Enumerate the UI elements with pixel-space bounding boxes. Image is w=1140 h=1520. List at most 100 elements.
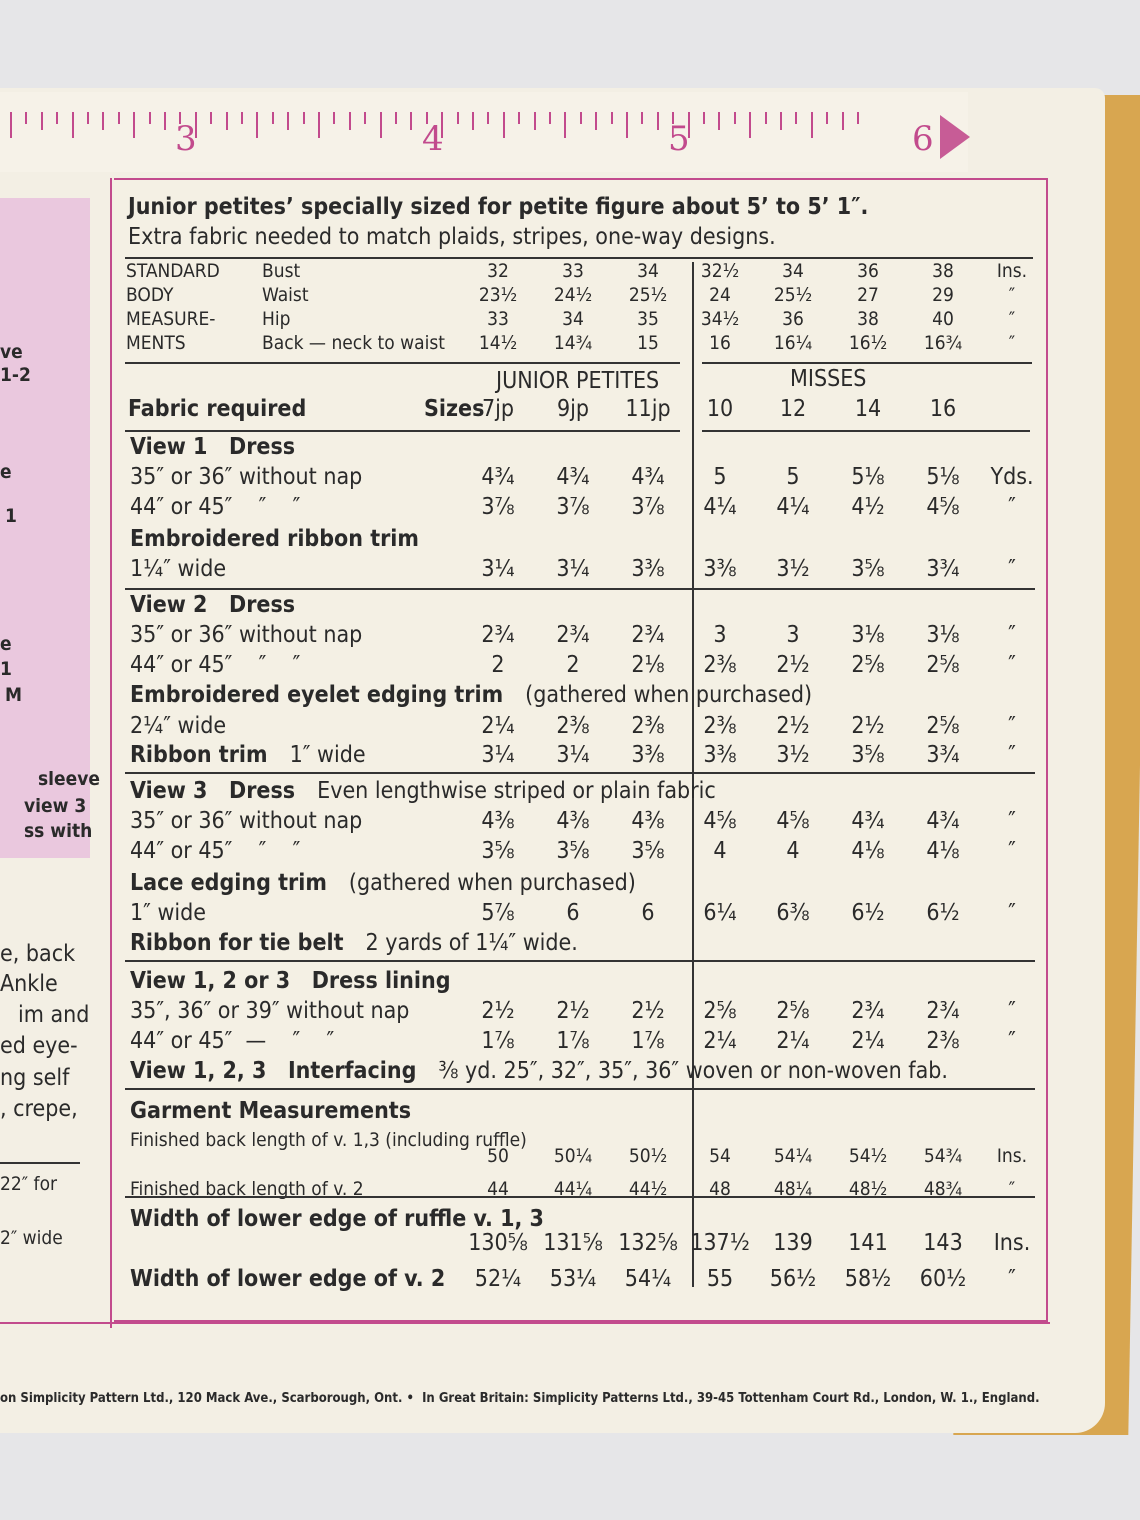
row-note: ⅜ yd. 25″, 32″, 35″, 36″ woven or non-wo…	[438, 1058, 948, 1084]
ruler-tick	[764, 112, 767, 124]
row-heading: Embroidered ribbon trim	[130, 526, 419, 552]
cell-value: 2⅝	[851, 652, 885, 678]
row-label: Finished back length of v. 2	[130, 1178, 364, 1200]
cell-value: 3¼	[556, 556, 590, 582]
cell-value: 5	[713, 464, 727, 490]
cell-value: 4¾	[631, 464, 665, 490]
row-label: 35″ or 36″ without nap	[130, 808, 363, 834]
row-note: Even lengthwise striped or plain fabric	[317, 778, 716, 804]
cell-value: 23½	[478, 284, 518, 306]
cell-value: 44¼	[553, 1178, 593, 1200]
cell-unit: ″	[1008, 998, 1016, 1024]
cell-value: 1⅞	[556, 1028, 590, 1054]
left-fragment: ss with	[24, 820, 93, 842]
ruler-tick	[841, 112, 844, 130]
ruler-tick	[441, 112, 444, 138]
cell-unit: ″	[1008, 838, 1016, 864]
cell-value: 2¼	[851, 1028, 885, 1054]
cell-value: 3⅜	[631, 556, 665, 582]
left-pink-panel	[0, 198, 90, 858]
cell-value: 3⅞	[556, 494, 590, 520]
ruler-tick	[364, 112, 367, 124]
cell-value: 2	[491, 652, 505, 678]
ruler-tick	[148, 112, 151, 124]
ruler-tick	[271, 112, 274, 124]
cell-value: 2¾	[926, 998, 960, 1024]
ruler-tick	[210, 112, 213, 124]
cell-value: 5⅞	[481, 900, 515, 926]
left-fragment: 2″ wide	[0, 1227, 63, 1249]
cell-value: 50¼	[553, 1145, 593, 1167]
cell-value: 32½	[700, 260, 740, 282]
ruler-tick	[256, 112, 259, 138]
cell-value: 4¾	[926, 808, 960, 834]
cell-value: 34	[782, 260, 804, 282]
cell-unit: ″	[1008, 652, 1016, 678]
cell-value: 137½	[690, 1230, 750, 1256]
cell-value: 2⅝	[703, 998, 737, 1024]
cell-value: 34	[637, 260, 659, 282]
cell-value: 38	[857, 308, 879, 330]
cell-value: 4	[713, 838, 727, 864]
cell-value: 4⅛	[926, 838, 960, 864]
ruler-number: 5	[668, 119, 690, 159]
cell-unit: ″	[1008, 900, 1016, 926]
cell-value: 2¾	[556, 622, 590, 648]
row-heading: Garment Measurements	[130, 1098, 412, 1124]
cell-value: 2¼	[703, 1028, 737, 1054]
cell-value: 50½	[628, 1145, 668, 1167]
left-fragment: im and	[18, 1002, 90, 1028]
cell-value: 143	[923, 1230, 963, 1256]
ruler-tick	[71, 112, 74, 138]
measure-label: Bust	[262, 260, 301, 282]
ruler-tick	[610, 112, 613, 124]
measure-label: Waist	[262, 284, 309, 306]
rule	[702, 430, 1030, 432]
ruler-tick	[117, 112, 120, 124]
row-label: 1″ wide	[130, 900, 207, 926]
side-label: MEASURE-	[126, 308, 216, 330]
row-heading: View 1 Dress	[130, 434, 296, 460]
ruler-tick	[56, 112, 59, 124]
cell-value: 6⅜	[776, 900, 810, 926]
cell-value: 25½	[628, 284, 668, 306]
cell-value: 3⅝	[631, 838, 665, 864]
cell-value: 131⅝	[543, 1230, 603, 1256]
row-label: 2¼″ wide	[130, 713, 227, 739]
cell-value: 130⅝	[468, 1230, 528, 1256]
row-heading: Ribbon trim	[130, 742, 268, 768]
left-fragment: 1	[5, 505, 17, 527]
cell-value: 54¼	[773, 1145, 813, 1167]
cell-unit: Yds.	[990, 464, 1034, 490]
ruler-tick	[133, 112, 136, 138]
cell-value: 3⅛	[926, 622, 960, 648]
fabric-label: Fabric required	[128, 396, 307, 422]
column-divider	[692, 262, 694, 1287]
cell-value: 16	[709, 332, 731, 354]
cell-value: 3⅞	[631, 494, 665, 520]
cell-value: 16¾	[923, 332, 963, 354]
cell-value: 4¾	[481, 464, 515, 490]
cell-value: 5	[786, 464, 800, 490]
cell-value: 3⅜	[703, 556, 737, 582]
side-label: MENTS	[126, 332, 186, 354]
cell-value: 34½	[700, 308, 740, 330]
cell-value: 2¾	[481, 622, 515, 648]
ruler-tick	[241, 112, 243, 124]
cell-value: 35	[637, 308, 659, 330]
left-fragment: e, back	[0, 941, 76, 967]
row-heading: View 2 Dress	[130, 592, 296, 618]
cell-value: 32	[487, 260, 509, 282]
row-heading: View 3 Dress	[130, 778, 296, 804]
cell-value: 3⅛	[851, 622, 885, 648]
cell-unit: ″	[1008, 308, 1016, 330]
group-header: JUNIOR PETITES	[496, 368, 660, 394]
ruler-tick	[703, 112, 705, 124]
cell-value: 3⅝	[851, 742, 885, 768]
ruler-tick	[672, 112, 675, 124]
ruler-tick	[333, 112, 336, 124]
cell-value: 2⅜	[703, 652, 737, 678]
cell-value: 4⅜	[631, 808, 665, 834]
ruler-tick	[179, 112, 182, 124]
cell-value: 3½	[776, 556, 810, 582]
